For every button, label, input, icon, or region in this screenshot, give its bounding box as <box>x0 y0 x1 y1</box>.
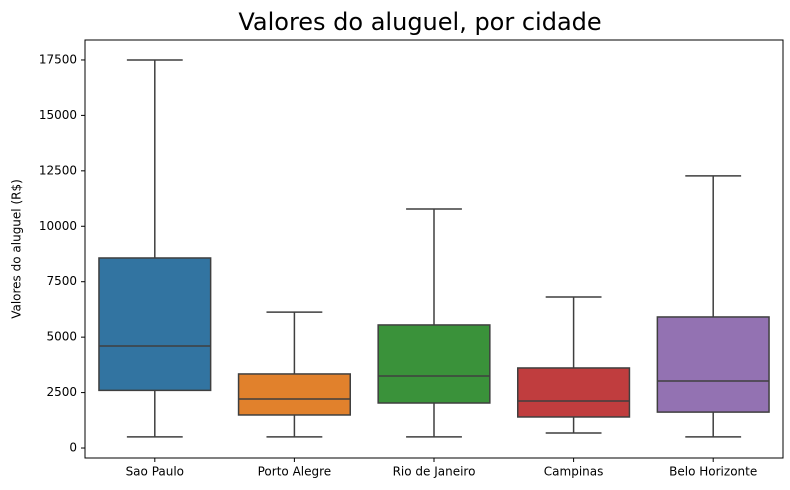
y-axis-label: Valores do aluguel (R$) <box>10 179 24 319</box>
plot-frame <box>84 39 784 459</box>
y-tick-label: 2500 <box>46 385 77 399</box>
y-tick-label: 17500 <box>39 52 77 66</box>
x-tick-label: Sao Paulo <box>126 465 184 479</box>
box <box>377 324 491 404</box>
y-tick-label: 12500 <box>39 163 77 177</box>
chart-title: Valores do aluguel, por cidade <box>238 8 601 36</box>
x-tick-label: Campinas <box>544 465 604 479</box>
box <box>656 316 770 413</box>
x-tick-label: Rio de Janeiro <box>393 465 476 479</box>
y-tick-label: 7500 <box>46 274 77 288</box>
box <box>517 367 631 418</box>
y-tick-label: 0 <box>69 441 77 455</box>
y-tick-label: 5000 <box>46 330 77 344</box>
x-tick-label: Porto Alegre <box>258 465 332 479</box>
y-tick-label: 15000 <box>39 108 77 122</box>
box <box>98 257 212 392</box>
x-tick-label: Belo Horizonte <box>669 465 757 479</box>
y-tick-label: 10000 <box>39 219 77 233</box>
box <box>237 373 351 416</box>
